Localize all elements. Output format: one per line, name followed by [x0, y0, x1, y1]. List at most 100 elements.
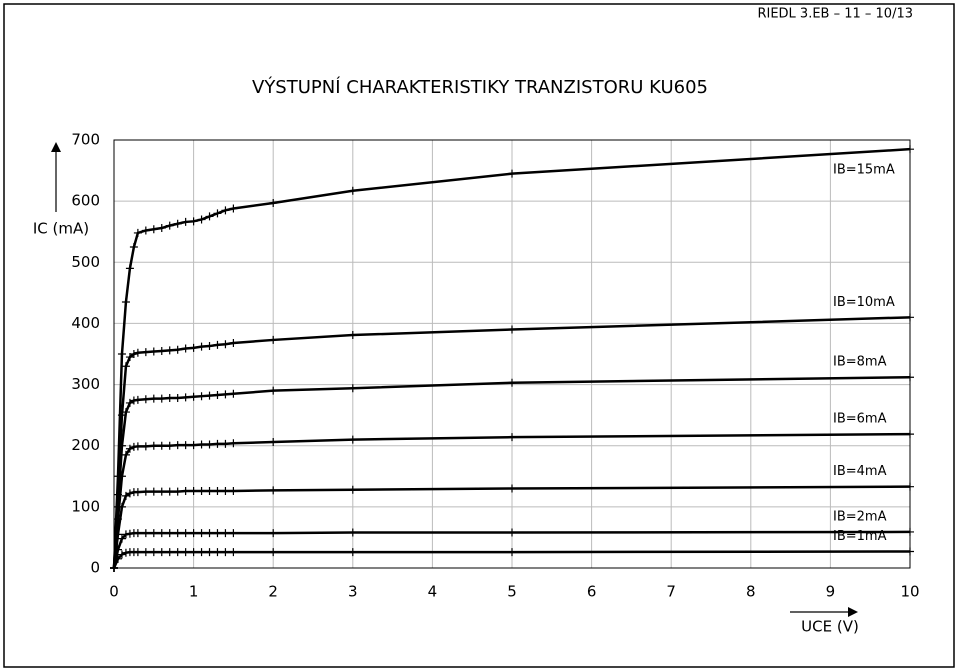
point-marker — [348, 435, 357, 444]
point-marker — [197, 486, 206, 495]
point-marker — [125, 529, 134, 538]
point-marker — [173, 219, 182, 228]
point-marker — [133, 442, 142, 451]
point-marker — [213, 486, 222, 495]
point-marker — [121, 362, 130, 371]
point-marker — [157, 548, 166, 557]
point-marker — [149, 487, 158, 496]
point-marker — [141, 226, 150, 235]
point-marker — [129, 350, 138, 358]
point-marker — [181, 393, 190, 402]
point-marker — [173, 548, 182, 557]
point-marker — [189, 217, 198, 226]
point-marker — [221, 340, 230, 349]
point-marker — [117, 472, 126, 481]
point-marker — [117, 534, 126, 543]
point-marker — [157, 224, 166, 233]
point-marker — [157, 487, 166, 496]
point-marker — [197, 215, 206, 224]
y-tick-label: 0 — [90, 559, 100, 577]
y-tick-label: 400 — [71, 314, 100, 332]
point-marker — [129, 442, 138, 451]
point-marker — [229, 548, 238, 557]
point-marker — [508, 548, 516, 557]
point-marker — [269, 438, 278, 447]
x-tick-label: 8 — [746, 583, 756, 601]
point-marker — [906, 313, 914, 322]
point-marker — [213, 209, 222, 218]
point-marker — [906, 482, 914, 491]
point-marker — [197, 342, 206, 351]
point-marker — [221, 390, 230, 399]
point-marker — [221, 206, 230, 215]
point-marker — [149, 548, 158, 557]
point-marker — [181, 217, 190, 226]
series-label: IB=1mA — [833, 529, 887, 544]
point-marker — [269, 548, 278, 557]
y-axis-label: IC (mA) — [33, 220, 89, 238]
y-tick-label: 700 — [71, 131, 100, 149]
chart-title: VÝSTUPNÍ CHARAKTERISTIKY TRANZISTORU KU6… — [252, 76, 708, 98]
point-marker — [213, 390, 222, 399]
x-tick-label: 0 — [109, 583, 119, 601]
point-marker — [229, 529, 238, 538]
point-marker — [189, 548, 198, 557]
point-marker — [229, 389, 238, 398]
point-marker — [157, 346, 166, 355]
y-tick-label: 200 — [71, 436, 100, 454]
series-label: IB=2mA — [833, 509, 887, 524]
point-marker — [141, 487, 150, 496]
point-marker — [221, 548, 230, 557]
point-marker — [269, 335, 278, 344]
point-marker — [229, 204, 238, 213]
point-marker — [348, 186, 357, 195]
point-marker — [141, 442, 150, 451]
point-marker — [133, 228, 142, 237]
page-frame — [3, 3, 955, 668]
point-marker — [121, 450, 130, 459]
point-marker — [125, 444, 134, 453]
point-marker — [129, 243, 138, 251]
point-marker — [189, 486, 198, 495]
point-marker — [205, 342, 214, 351]
plot-frame — [113, 139, 911, 569]
point-marker — [205, 212, 214, 221]
point-marker — [508, 528, 516, 537]
point-marker — [189, 392, 198, 401]
point-marker — [125, 489, 134, 498]
point-marker — [508, 325, 516, 334]
point-marker — [205, 391, 214, 400]
point-marker — [348, 485, 357, 494]
point-marker — [221, 486, 230, 495]
point-marker — [149, 225, 158, 234]
y-tick-label: 300 — [71, 375, 100, 393]
point-marker — [141, 395, 150, 404]
point-marker — [269, 386, 278, 395]
point-marker — [197, 529, 206, 538]
x-tick-label: 5 — [507, 583, 517, 601]
point-marker — [157, 529, 166, 538]
point-marker — [189, 441, 198, 450]
point-marker — [173, 345, 182, 354]
point-marker — [141, 348, 150, 357]
point-marker — [149, 394, 158, 403]
point-marker — [121, 548, 130, 557]
point-marker — [110, 564, 118, 572]
x-tick-label: 7 — [666, 583, 676, 601]
point-marker — [269, 198, 278, 207]
y-tick-label: 500 — [71, 253, 100, 271]
x-tick-label: 3 — [348, 583, 358, 601]
point-marker — [141, 548, 150, 557]
point-marker — [181, 441, 190, 450]
point-marker — [205, 440, 214, 449]
x-arrow-head — [848, 607, 858, 617]
point-marker — [213, 548, 222, 557]
point-marker — [197, 548, 206, 557]
point-marker — [906, 547, 914, 556]
series-label: IB=6mA — [833, 412, 887, 427]
point-marker — [173, 441, 182, 450]
point-marker — [133, 529, 142, 538]
point-marker — [117, 441, 126, 450]
point-marker — [173, 394, 182, 403]
point-marker — [121, 408, 130, 417]
